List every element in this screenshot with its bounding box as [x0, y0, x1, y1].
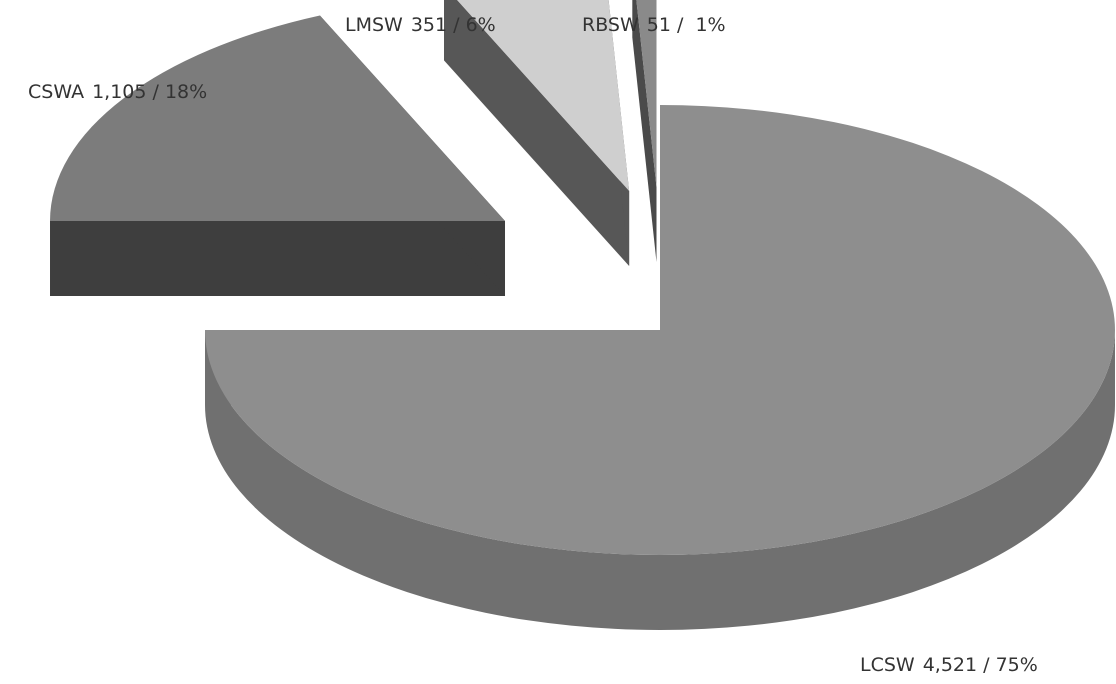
slice	[205, 105, 1115, 555]
data-label: LMSW 351 / 6%	[345, 14, 496, 36]
slice	[205, 105, 1115, 630]
category-label: LCSW	[860, 654, 915, 676]
slice-side-face	[50, 220, 506, 296]
data-label: LCSW 4,521 / 75%	[860, 654, 1038, 676]
value-label: 4,521 / 75%	[923, 654, 1038, 676]
slice-side-face	[444, 0, 630, 266]
slice	[50, 15, 506, 221]
category-label: LMSW	[345, 14, 403, 36]
data-label: RBSW 51 / 1%	[582, 14, 726, 36]
value-label: 51 / 1%	[647, 14, 726, 36]
slice	[457, 0, 630, 191]
category-label: RBSW	[582, 14, 639, 36]
value-label: 351 / 6%	[411, 14, 496, 36]
data-label: CSWA 1,105 / 18%	[28, 81, 207, 103]
value-label: 1,105 / 18%	[92, 81, 207, 103]
category-label: CSWA	[28, 81, 84, 103]
slice-side-face	[632, 0, 657, 263]
slice	[636, 0, 657, 188]
slice	[632, 0, 657, 263]
slice	[444, 0, 630, 266]
slice-outer-wall	[205, 330, 1115, 630]
slice	[50, 15, 506, 296]
